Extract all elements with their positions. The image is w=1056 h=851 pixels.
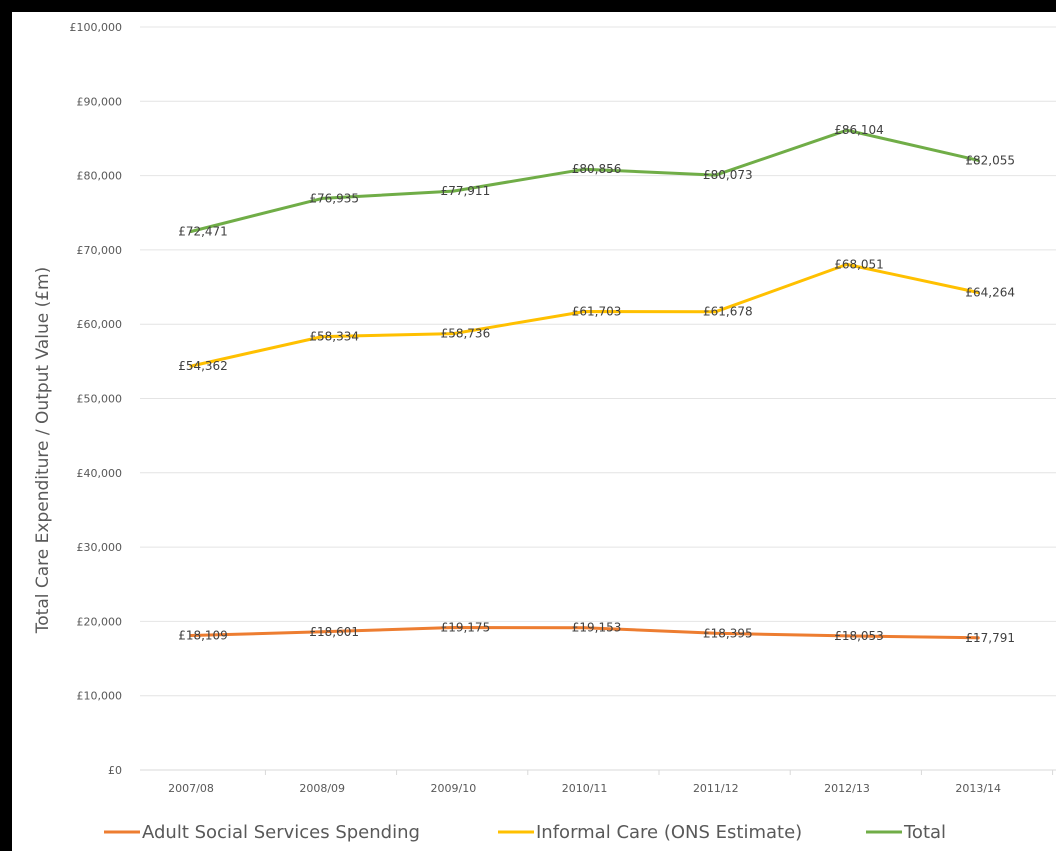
y-tick-label: £40,000 <box>77 467 123 480</box>
gridlines <box>140 26 1056 771</box>
data-label: £72,471 <box>178 225 228 239</box>
data-point <box>320 630 324 634</box>
y-tick-label: £100,000 <box>70 21 123 34</box>
data-labels: £18,109 £18,601 £19,175 £19,153 £18,395 £18,0… <box>178 123 1015 645</box>
legend-label: Total <box>903 822 946 843</box>
data-label: £19,153 <box>572 621 622 635</box>
data-point <box>189 633 193 637</box>
data-label: £18,395 <box>703 626 753 640</box>
data-point <box>583 310 587 314</box>
data-point <box>451 626 455 630</box>
data-label: £58,334 <box>309 330 359 344</box>
y-tick-label: £30,000 <box>77 541 123 554</box>
legend: Adult Social Services Spending Informal C… <box>104 822 946 843</box>
y-tick-label: £50,000 <box>77 393 123 406</box>
data-label: £58,736 <box>441 327 491 341</box>
data-point <box>189 230 193 234</box>
y-tick-label: £70,000 <box>77 244 123 257</box>
data-point <box>189 364 193 368</box>
data-label: £80,073 <box>703 168 753 182</box>
data-label: £17,791 <box>965 631 1015 645</box>
data-label: £61,678 <box>703 305 753 319</box>
data-label: £61,703 <box>572 305 622 319</box>
legend-label: Informal Care (ONS Estimate) <box>536 822 802 843</box>
data-label: £64,264 <box>965 286 1015 300</box>
x-tick-label: 2011/12 <box>693 782 739 795</box>
data-label: £82,055 <box>965 153 1015 167</box>
data-label: £76,935 <box>309 191 359 205</box>
data-point <box>451 189 455 193</box>
y-tick-label: £60,000 <box>77 318 123 331</box>
data-label: £19,175 <box>441 621 491 635</box>
data-point <box>714 631 718 635</box>
data-point <box>714 173 718 177</box>
data-point <box>714 310 718 314</box>
x-tick-label: 2013/14 <box>955 782 1001 795</box>
data-point <box>320 196 324 200</box>
x-tick-label: 2007/08 <box>168 782 214 795</box>
legend-label: Adult Social Services Spending <box>142 822 420 843</box>
data-point <box>451 332 455 336</box>
data-point <box>583 167 587 171</box>
y-tick-label: £80,000 <box>77 170 123 183</box>
y-tick-label: £90,000 <box>77 95 123 108</box>
data-label: £86,104 <box>834 123 884 137</box>
x-tick-label: 2009/10 <box>431 782 477 795</box>
data-label: £54,362 <box>178 359 228 373</box>
data-point <box>320 335 324 339</box>
data-point <box>845 634 849 638</box>
series <box>189 128 980 640</box>
data-point <box>845 128 849 132</box>
data-label: £80,856 <box>572 162 622 176</box>
y-tick-label: £20,000 <box>77 615 123 628</box>
data-point <box>976 158 980 162</box>
y-axis-label: Total Care Expenditure / Output Value (£… <box>33 267 53 634</box>
y-axis-ticks: £0 £10,000 £20,000 £30,000 £40,000 £50,000 £60… <box>70 21 123 777</box>
data-label: £18,053 <box>834 629 884 643</box>
x-tick-label: 2008/09 <box>299 782 345 795</box>
x-tick-label: 2010/11 <box>562 782 608 795</box>
data-point <box>845 262 849 266</box>
data-label: £18,601 <box>309 625 359 639</box>
series-line <box>189 128 980 233</box>
x-tick-label: 2012/13 <box>824 782 870 795</box>
x-axis-ticks: 2007/08 2008/09 2009/10 2010/11 2011/12 2012/… <box>168 770 1054 795</box>
data-label: £77,911 <box>441 184 491 198</box>
y-tick-label: £0 <box>108 764 122 777</box>
data-label: £18,109 <box>178 628 228 642</box>
data-point <box>976 291 980 295</box>
y-tick-label: £10,000 <box>77 690 123 703</box>
data-point <box>583 626 587 630</box>
data-label: £68,051 <box>834 257 884 271</box>
data-point <box>976 636 980 640</box>
